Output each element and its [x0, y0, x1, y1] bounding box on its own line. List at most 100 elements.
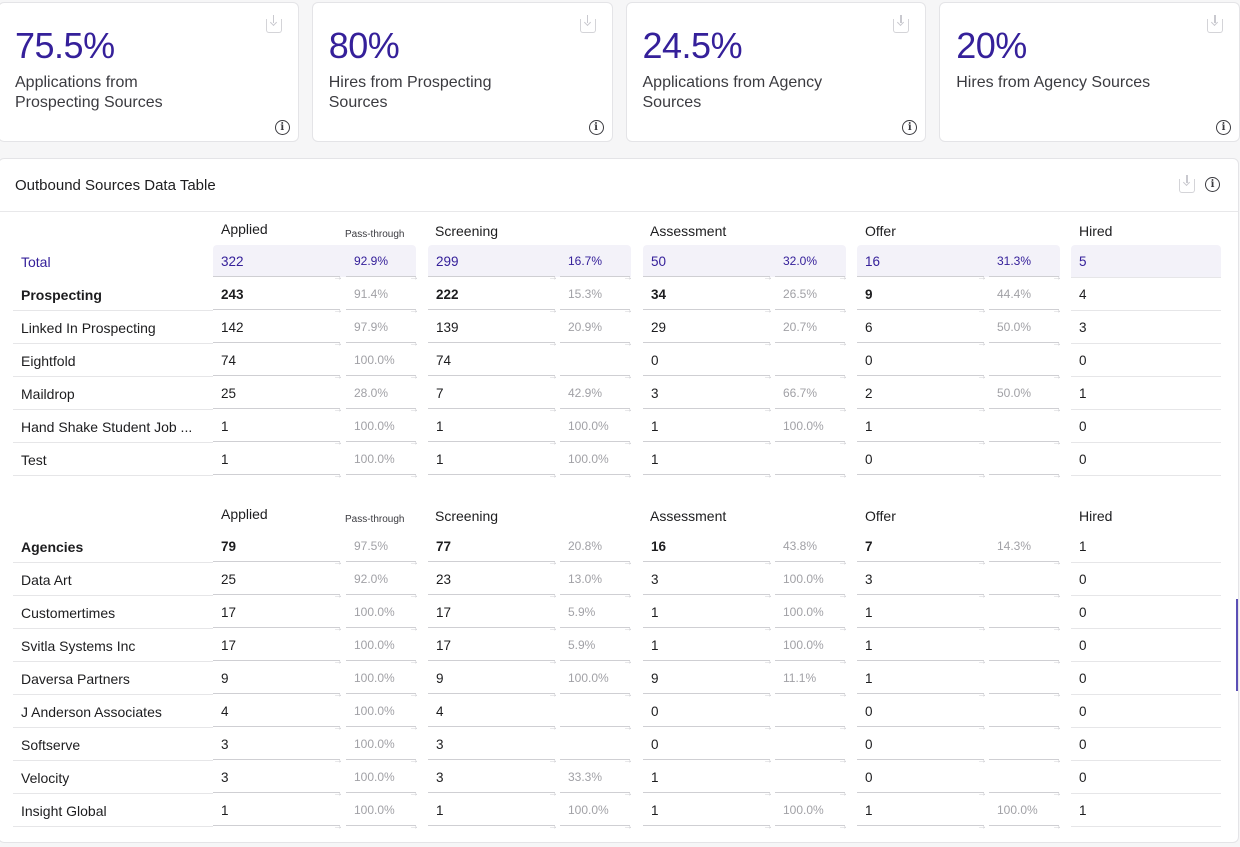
cell-value: 1 [865, 671, 873, 686]
cell-offer: 1 [857, 662, 987, 700]
cell-pass-through [989, 761, 1062, 799]
table-row[interactable]: Linked In Prospecting 142 97.9% 139 20.9% 29 2… [13, 311, 1223, 349]
cell-pass-through: 14.3% [989, 530, 1062, 568]
cell-value: 9 [865, 287, 873, 302]
cell-pass-through: 100.0% [560, 443, 633, 481]
info-icon[interactable]: i [1216, 120, 1231, 135]
cell-value: 139 [436, 320, 459, 335]
cell-pass-through: 100.0% [346, 410, 419, 448]
cell-pass-through [560, 695, 633, 733]
table-row[interactable]: Velocity 3 100.0% 3 33.3% 1 0 0 [13, 761, 1223, 799]
download-icon[interactable] [893, 15, 910, 33]
cell-value: 100.0% [997, 803, 1038, 817]
download-icon[interactable] [1207, 15, 1223, 33]
cell-applied: 322 [213, 245, 343, 283]
info-icon[interactable]: i [1205, 177, 1220, 192]
cell-value: 1 [436, 452, 444, 467]
cell-value: 1 [865, 638, 873, 653]
row-divider [1071, 343, 1221, 344]
cell-value: 13.0% [568, 572, 603, 586]
download-icon[interactable] [265, 15, 282, 33]
row-divider [13, 727, 213, 728]
table-row[interactable]: Test 1 100.0% 1 100.0% 1 0 0 [13, 443, 1223, 481]
cell-pass-through: 42.9% [560, 377, 633, 415]
scrollbar[interactable] [1236, 599, 1238, 691]
cell-pass-through [989, 443, 1062, 481]
group-row[interactable]: Agencies 79 97.5% 77 20.8% 16 43.8% 7 14.3% 1 [13, 530, 1223, 568]
cell-value: 9 [221, 671, 229, 686]
cell-screening: 3 [428, 761, 558, 799]
cell-pass-through: 16.7% [560, 245, 633, 283]
cell-pass-through: 44.4% [989, 278, 1062, 316]
cell-value: 243 [221, 287, 244, 302]
cell-value: 100.0% [354, 770, 395, 784]
cell-offer: 0 [857, 344, 987, 382]
cell-value: 17 [221, 605, 237, 620]
cell-pass-through: 100.0% [775, 596, 848, 634]
panel-header: Outbound Sources Data Table i [0, 159, 1238, 212]
cell-pass-through [560, 728, 633, 766]
cell-pass-through: 32.0% [775, 245, 848, 283]
row-name: Test [21, 452, 47, 468]
cell-hired: 1 [1071, 377, 1221, 410]
table-row[interactable]: Daversa Partners 9 100.0% 9 100.0% 9 11.1% 1 0 [13, 662, 1223, 700]
download-icon[interactable] [1179, 175, 1195, 193]
table-row[interactable]: Hand Shake Student Job ... 1 100.0% 1 100.0%… [13, 410, 1223, 448]
cell-value: 1 [865, 605, 873, 620]
row-divider [13, 343, 213, 344]
info-icon[interactable]: i [274, 120, 290, 135]
column-header-screening: Screening [435, 223, 499, 239]
table-row[interactable]: Svitla Systems Inc 17 100.0% 17 5.9% 1 100.0% 1… [13, 629, 1223, 667]
cell-value: 1 [221, 803, 229, 818]
info-icon[interactable]: i [588, 120, 604, 135]
table-row[interactable]: J Anderson Associates 4 100.0% 4 0 0 0 [13, 695, 1223, 733]
cell-value: 44.4% [997, 287, 1032, 301]
table-row[interactable]: Data Art 25 92.0% 23 13.0% 3 100.0% 3 0 [13, 563, 1223, 601]
row-divider [1071, 310, 1221, 311]
cell-value: 2 [865, 386, 873, 401]
cell-value: 299 [436, 254, 459, 269]
row-name: J Anderson Associates [21, 704, 162, 720]
table-row[interactable]: Maildrop 25 28.0% 7 42.9% 3 66.7% 2 50.0% 1 [13, 377, 1223, 415]
cell-value: 3 [436, 737, 444, 752]
cell-value: 0 [1079, 353, 1087, 368]
cell-value: 50.0% [997, 320, 1032, 334]
cell-value: 222 [436, 287, 459, 302]
row-name: Softserve [21, 737, 81, 753]
cell-value: 79 [221, 539, 237, 554]
cell-value: 1 [1079, 386, 1087, 401]
cell-applied: 243 [213, 278, 343, 316]
info-icon[interactable]: i [902, 120, 918, 135]
kpi-label: Hires from Prospecting Sources [328, 74, 492, 111]
table-row[interactable]: Softserve 3 100.0% 3 0 0 0 [13, 728, 1223, 766]
cell-value: 1 [221, 419, 229, 434]
group-row[interactable]: Prospecting 243 91.4% 222 15.3% 34 26.5% 9 44.4%… [13, 278, 1223, 316]
table-row[interactable]: Customertimes 17 100.0% 17 5.9% 1 100.0% 1 0 [13, 596, 1223, 634]
cell-value: 100.0% [568, 419, 609, 433]
cell-assessment: 1 [643, 794, 773, 832]
cell-value: 5.9% [568, 638, 596, 652]
total-row[interactable]: Total 322 92.9% 299 16.7% 50 32.0% 16 31.3% 5 [13, 245, 1223, 283]
cell-value: 97.9% [354, 320, 389, 334]
cell-offer: 1 [857, 629, 987, 667]
cell-assessment: 1 [643, 629, 773, 667]
cell-value: 5.9% [568, 605, 596, 619]
cell-applied: 79 [213, 530, 343, 568]
row-divider [1071, 376, 1221, 377]
kpi-card-prospecting-applications: 75.5% Applications from Prospecting Sour… [0, 2, 299, 142]
cell-pass-through [775, 344, 848, 382]
cell-screening: 23 [428, 563, 558, 601]
cell-pass-through [775, 761, 848, 799]
cell-applied: 9 [213, 662, 343, 700]
column-header-offer: Offer [865, 223, 896, 239]
cell-assessment: 1 [643, 761, 773, 799]
cell-value: 0 [1079, 572, 1087, 587]
table-row[interactable]: Eightfold 74 100.0% 74 0 0 0 [13, 344, 1223, 382]
cell-pass-through [989, 596, 1062, 634]
table-row[interactable]: Insight Global 1 100.0% 1 100.0% 1 100.0% 1 100.… [13, 794, 1223, 832]
row-divider [13, 760, 213, 761]
column-header-applied: Applied [221, 506, 268, 522]
row-divider [1071, 628, 1221, 629]
download-icon[interactable] [579, 15, 596, 33]
cell-value: 100.0% [354, 452, 395, 466]
